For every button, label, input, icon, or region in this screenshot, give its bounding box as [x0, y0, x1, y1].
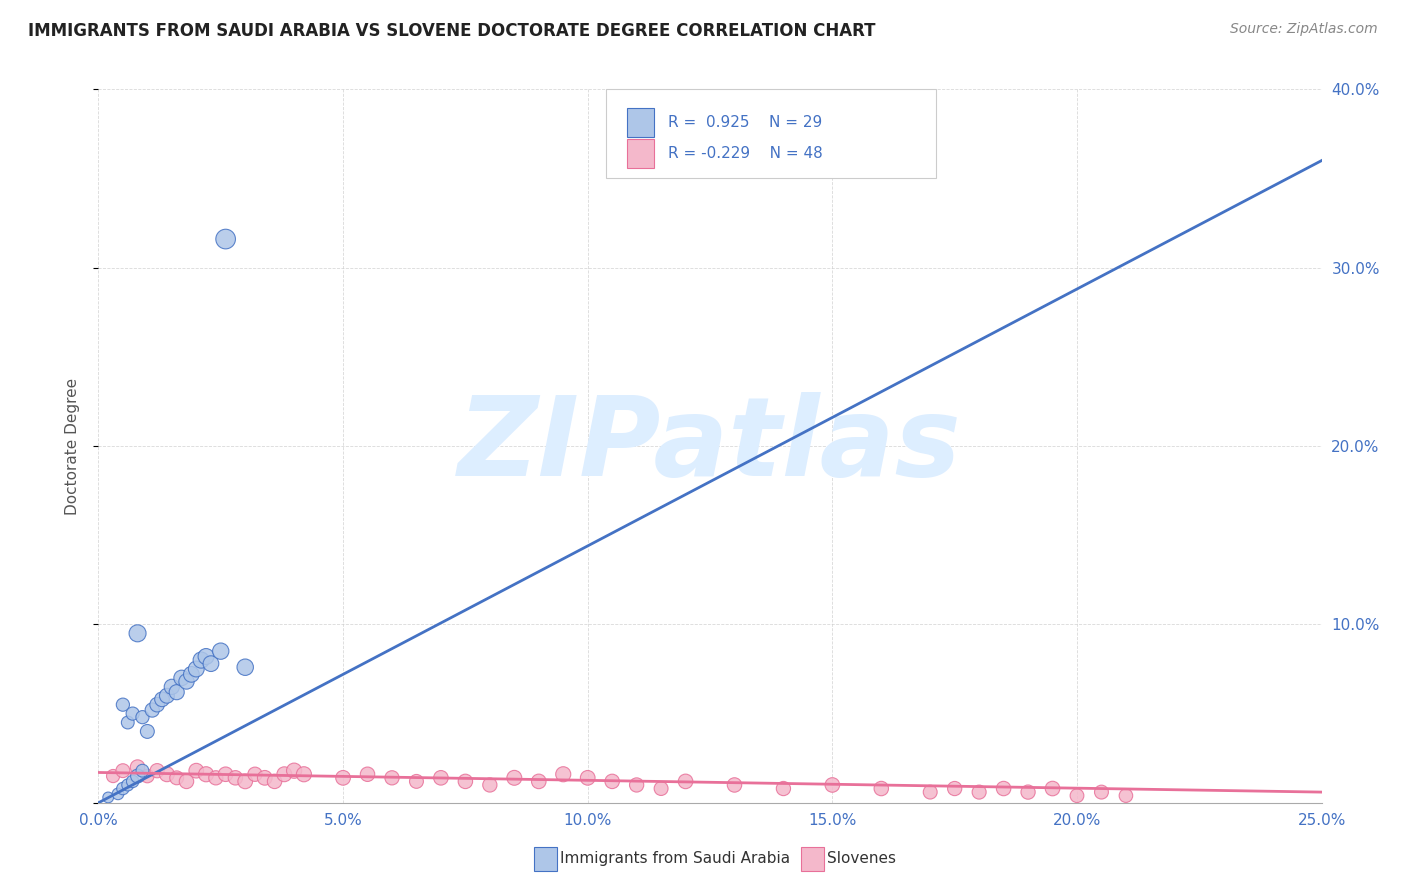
- Text: Source: ZipAtlas.com: Source: ZipAtlas.com: [1230, 22, 1378, 37]
- Point: [1090, 785, 1112, 799]
- Point: [190, 653, 212, 667]
- Point: [150, 692, 173, 706]
- Point: [553, 767, 575, 781]
- Point: [943, 781, 966, 796]
- Point: [214, 232, 236, 246]
- Point: [626, 778, 648, 792]
- Point: [156, 689, 179, 703]
- Text: IMMIGRANTS FROM SAUDI ARABIA VS SLOVENE DOCTORATE DEGREE CORRELATION CHART: IMMIGRANTS FROM SAUDI ARABIA VS SLOVENE …: [28, 22, 876, 40]
- Point: [233, 660, 256, 674]
- Point: [283, 764, 305, 778]
- Point: [503, 771, 526, 785]
- Text: Slovenes: Slovenes: [827, 852, 896, 866]
- Point: [121, 774, 143, 789]
- Point: [650, 781, 672, 796]
- Point: [195, 649, 218, 664]
- Point: [332, 771, 354, 785]
- Text: Immigrants from Saudi Arabia: Immigrants from Saudi Arabia: [560, 852, 790, 866]
- Point: [405, 774, 427, 789]
- Point: [527, 774, 550, 789]
- Point: [273, 767, 295, 781]
- Y-axis label: Doctorate Degree: Doctorate Degree: [65, 377, 80, 515]
- Point: [243, 767, 266, 781]
- Point: [186, 662, 208, 676]
- Point: [263, 774, 285, 789]
- Point: [723, 778, 745, 792]
- Point: [146, 764, 169, 778]
- Point: [200, 657, 222, 671]
- Point: [131, 710, 153, 724]
- Point: [1066, 789, 1088, 803]
- Point: [101, 769, 124, 783]
- Point: [205, 771, 228, 785]
- Point: [117, 778, 139, 792]
- Point: [180, 667, 202, 681]
- Point: [107, 787, 129, 801]
- Point: [166, 685, 188, 699]
- Point: [675, 774, 697, 789]
- Point: [821, 778, 844, 792]
- Point: [209, 644, 232, 658]
- Point: [136, 769, 159, 783]
- Point: [176, 674, 198, 689]
- Point: [176, 774, 198, 789]
- Text: R = -0.229    N = 48: R = -0.229 N = 48: [668, 146, 823, 161]
- Point: [117, 715, 139, 730]
- Point: [224, 771, 246, 785]
- Point: [381, 771, 404, 785]
- Text: R =  0.925    N = 29: R = 0.925 N = 29: [668, 115, 823, 130]
- Point: [1042, 781, 1064, 796]
- Point: [146, 698, 169, 712]
- Point: [772, 781, 794, 796]
- Point: [97, 790, 120, 805]
- Point: [131, 764, 153, 778]
- Point: [156, 767, 179, 781]
- Point: [195, 767, 218, 781]
- Point: [141, 703, 163, 717]
- Text: ZIPatlas: ZIPatlas: [458, 392, 962, 500]
- Point: [127, 626, 149, 640]
- Point: [121, 706, 143, 721]
- Point: [576, 771, 599, 785]
- Point: [186, 764, 208, 778]
- Point: [214, 767, 236, 781]
- Point: [111, 781, 134, 796]
- Point: [127, 769, 149, 783]
- Point: [253, 771, 276, 785]
- Point: [127, 760, 149, 774]
- Point: [170, 671, 193, 685]
- FancyBboxPatch shape: [627, 109, 654, 137]
- Point: [920, 785, 942, 799]
- FancyBboxPatch shape: [606, 89, 936, 178]
- Point: [292, 767, 315, 781]
- Point: [1115, 789, 1137, 803]
- Point: [967, 785, 990, 799]
- Point: [478, 778, 501, 792]
- Point: [233, 774, 256, 789]
- Point: [993, 781, 1015, 796]
- Point: [454, 774, 477, 789]
- Point: [136, 724, 159, 739]
- FancyBboxPatch shape: [627, 139, 654, 168]
- Point: [870, 781, 893, 796]
- Point: [111, 698, 134, 712]
- Point: [600, 774, 623, 789]
- Point: [160, 680, 183, 694]
- Point: [166, 771, 188, 785]
- Point: [356, 767, 378, 781]
- Point: [1017, 785, 1039, 799]
- Point: [430, 771, 453, 785]
- Point: [111, 764, 134, 778]
